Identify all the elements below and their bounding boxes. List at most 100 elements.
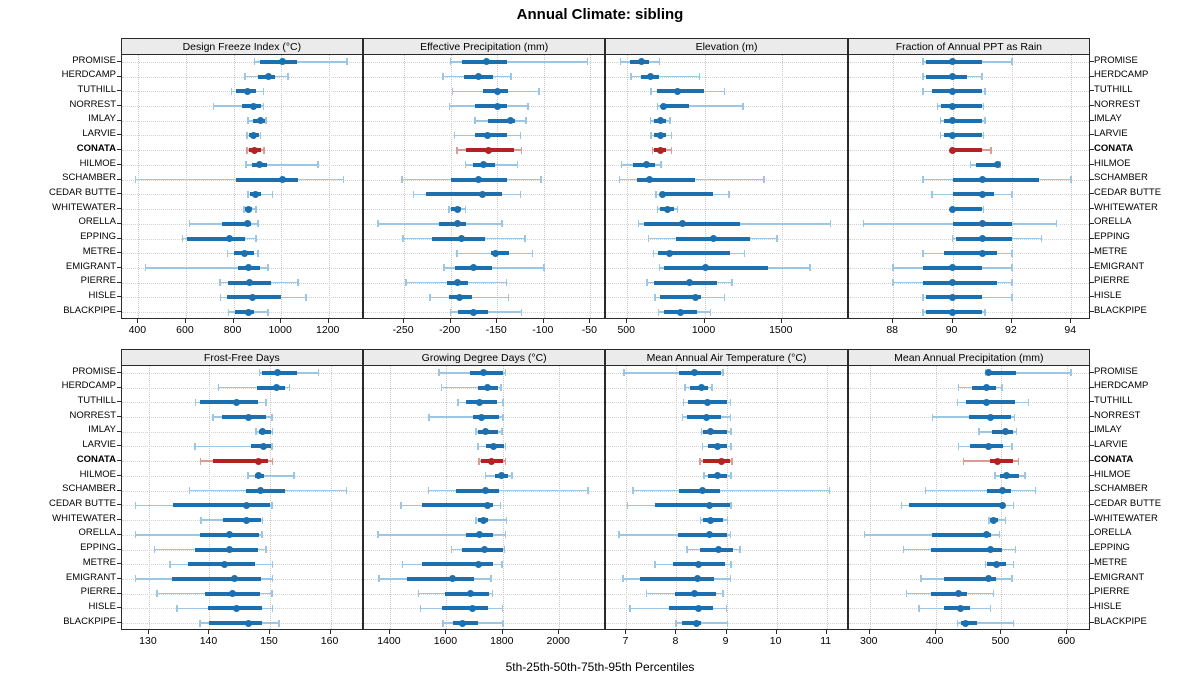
x-gridline (502, 365, 504, 629)
whisker-cap-high (278, 619, 280, 627)
iqr-bar-orella (438, 221, 466, 226)
station-label-right-whitewater: WHITEWATER (1094, 201, 1158, 213)
whisker-cap-high (543, 264, 545, 272)
median-dot-larvie (249, 131, 257, 139)
whisker-cap-low (219, 293, 222, 301)
median-dot-promise (480, 369, 488, 377)
x-gridline (185, 54, 187, 318)
percentile-whisker-promise (985, 372, 1072, 374)
median-dot-herdcamp (475, 73, 483, 81)
iqr-bar-schamber (456, 488, 499, 493)
iqr-bar-hisle (669, 606, 713, 611)
whisker-cap-high (297, 279, 299, 287)
y-tick-mark (116, 60, 121, 62)
median-dot-larvie (985, 442, 993, 450)
x-gridline (1011, 54, 1013, 318)
x-tick-mark (934, 629, 936, 634)
whisker-cap-low (217, 384, 220, 392)
percentile-whisker-promise (254, 61, 347, 63)
median-dot-herdcamp (265, 73, 273, 81)
y-tick-mark (1090, 311, 1095, 313)
station-label-left-promise: PROMISE (72, 54, 116, 66)
whisker-cap-low (922, 73, 924, 81)
median-dot-pierre (466, 590, 474, 598)
x-gridline (1071, 54, 1073, 318)
median-dot-orella (475, 531, 483, 539)
median-dot-hisle (455, 293, 463, 301)
station-label-right-conata: CONATA (1094, 453, 1134, 465)
station-label-left-orella: ORELLA (78, 216, 117, 228)
whisker-cap-low (922, 249, 924, 257)
iqr-bar-larvie (474, 133, 508, 138)
whisker-cap-low (618, 531, 620, 539)
row-gridline (121, 475, 363, 477)
iqr-bar-orella (931, 532, 991, 537)
chart-title: Annual Climate: sibling (516, 6, 684, 23)
iqr-bar-epping (186, 236, 246, 241)
station-label-right-imlay: IMLAY (1094, 113, 1122, 125)
x-tick-mark (403, 318, 405, 323)
percentile-whisker-larvie (194, 445, 272, 448)
whisker-cap-high (743, 249, 746, 257)
whisker-cap-low (686, 546, 688, 554)
median-dot-cedar-butte (252, 190, 260, 198)
whisker-cap-high (730, 428, 732, 436)
station-label-right-norrest: NORREST (1094, 409, 1141, 421)
whisker-cap-high (1001, 384, 1003, 392)
whisker-cap-high (981, 73, 983, 81)
median-dot-orella (705, 531, 713, 539)
percentile-whisker-hilmoe (246, 164, 319, 166)
y-tick-mark (116, 105, 121, 107)
panel-plot-growing-degree-days-c (363, 364, 606, 630)
y-tick-mark (1090, 266, 1095, 268)
whisker-cap-low (656, 205, 659, 213)
whisker-cap-low (134, 501, 137, 509)
whisker-cap-low (657, 308, 660, 316)
median-dot-conata (251, 146, 259, 154)
y-tick-mark (116, 237, 121, 239)
y-tick-mark (116, 519, 121, 521)
station-label-left-metre: METRE (82, 556, 116, 568)
whisker-cap-high (1004, 516, 1007, 524)
whisker-cap-low (656, 102, 659, 110)
x-gridline (497, 54, 499, 318)
iqr-bar-blackpipe (234, 310, 254, 315)
iqr-bar-promise (986, 370, 1016, 375)
whisker-cap-high (1011, 264, 1013, 272)
y-tick-mark (1090, 371, 1095, 373)
station-label-left-larvie: LARVIE (82, 439, 116, 451)
iqr-bar-herdcamp (256, 385, 286, 390)
x-gridline (826, 365, 828, 629)
median-dot-whitewater (243, 516, 251, 524)
median-dot-pierre (453, 279, 461, 287)
whisker-cap-low (918, 604, 920, 612)
whisker-cap-high (500, 384, 502, 392)
median-dot-cedar-butte (999, 501, 1007, 509)
y-tick-mark (1090, 119, 1095, 121)
row-gridline (848, 431, 1090, 433)
whisker-cap-high (287, 73, 289, 81)
panel-plot-elevation-m (605, 53, 848, 319)
iqr-bar-norrest (474, 104, 507, 109)
y-tick-mark (116, 222, 121, 224)
whisker-cap-high (464, 205, 467, 213)
whisker-cap-high (263, 146, 265, 154)
x-tick-label: 150 (260, 634, 278, 647)
x-tick-mark (558, 629, 560, 634)
whisker-cap-low (622, 575, 624, 583)
whisker-cap-low (144, 264, 147, 272)
median-dot-tuthill (232, 398, 240, 406)
iqr-bar-norrest (660, 104, 690, 109)
row-gridline (121, 120, 363, 122)
whisker-cap-high (519, 131, 522, 139)
station-label-left-promise: PROMISE (72, 365, 116, 377)
x-tick-mark (951, 318, 953, 323)
x-tick-mark (445, 629, 447, 634)
x-tick-label: 1200 (316, 323, 340, 336)
median-dot-emigrant (694, 575, 702, 583)
whisker-cap-high (711, 384, 713, 392)
percentile-whisker-promise (623, 372, 723, 374)
median-dot-pierre (246, 279, 254, 287)
x-tick-label: 94 (1064, 323, 1077, 336)
whisker-cap-high (271, 457, 274, 465)
